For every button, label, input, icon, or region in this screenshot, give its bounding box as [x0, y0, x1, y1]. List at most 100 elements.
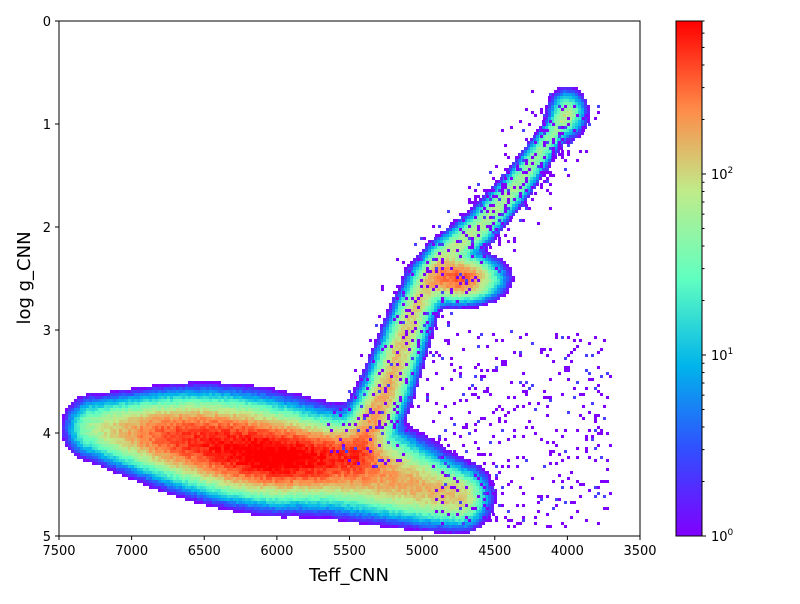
heatmap-cell: [425, 243, 428, 246]
heatmap-cell: [158, 417, 161, 420]
heatmap-cell: [383, 366, 386, 369]
heatmap-cell: [89, 432, 92, 435]
heatmap-cell: [422, 252, 425, 255]
heatmap-cell: [170, 441, 173, 444]
heatmap-cell: [422, 366, 425, 369]
heatmap-cell: [194, 450, 197, 453]
heatmap-cell: [173, 459, 176, 462]
heatmap-cell: [254, 438, 257, 441]
heatmap-cell: [416, 384, 419, 387]
heatmap-cell: [482, 291, 485, 294]
heatmap-cell: [251, 405, 254, 408]
heatmap-cell: [512, 204, 515, 207]
heatmap-cell: [320, 444, 323, 447]
heatmap-cell: [149, 423, 152, 426]
heatmap-cell: [551, 114, 554, 117]
heatmap-cell: [467, 303, 470, 306]
heatmap-cell: [146, 435, 149, 438]
heatmap-cell: [416, 432, 419, 435]
heatmap-cell: [272, 447, 275, 450]
heatmap-cell: [494, 300, 497, 303]
heatmap-cell: [86, 420, 89, 423]
heatmap-cell: [467, 270, 470, 273]
heatmap-cell: [458, 294, 461, 297]
heatmap-cell: [479, 264, 482, 267]
heatmap-cell: [488, 252, 491, 255]
heatmap-cell: [329, 420, 332, 423]
heatmap-cell: [335, 408, 338, 411]
heatmap-cell: [359, 444, 362, 447]
heatmap-cell: [389, 456, 392, 459]
heatmap-cell: [476, 258, 479, 261]
heatmap-cell: [242, 459, 245, 462]
heatmap-cell: [452, 222, 455, 225]
heatmap-cell: [383, 450, 386, 453]
heatmap-cell: [500, 225, 503, 228]
heatmap-cell: [221, 423, 224, 426]
heatmap-cell: [161, 432, 164, 435]
heatmap-cell: [200, 381, 203, 384]
heatmap-cell: [89, 423, 92, 426]
heatmap-cell: [314, 444, 317, 447]
heatmap-cell: [317, 432, 320, 435]
heatmap-cell: [266, 399, 269, 402]
heatmap-cell: [530, 183, 533, 186]
heatmap-cell: [503, 195, 506, 198]
heatmap-cell: [236, 441, 239, 444]
heatmap-cell: [416, 309, 419, 312]
heatmap-cell: [401, 285, 404, 288]
heatmap-cell: [269, 405, 272, 408]
heatmap-cell: [149, 450, 152, 453]
heatmap-cell: [290, 402, 293, 405]
heatmap-cell: [239, 402, 242, 405]
heatmap-cell: [191, 402, 194, 405]
heatmap-cell: [74, 402, 77, 405]
heatmap-cell: [242, 399, 245, 402]
heatmap-cell: [266, 426, 269, 429]
heatmap-cell: [161, 402, 164, 405]
heatmap-cell: [347, 420, 350, 423]
heatmap-cell: [293, 396, 296, 399]
heatmap-cell: [185, 411, 188, 414]
heatmap-cell: [407, 264, 410, 267]
heatmap-cell: [176, 402, 179, 405]
heatmap-cell: [302, 405, 305, 408]
heatmap-cell: [80, 426, 83, 429]
heatmap-cell: [485, 198, 488, 201]
heatmap-cell: [458, 276, 461, 279]
heatmap-cell: [236, 450, 239, 453]
heatmap-cell: [197, 456, 200, 459]
heatmap-cell: [233, 396, 236, 399]
heatmap-cell: [98, 399, 101, 402]
heatmap-cell: [92, 423, 95, 426]
heatmap-cell: [470, 273, 473, 276]
heatmap-cell: [425, 282, 428, 285]
heatmap-cell: [269, 420, 272, 423]
heatmap-cell: [419, 375, 422, 378]
heatmap-cell: [578, 120, 581, 123]
heatmap-cell: [569, 108, 572, 111]
heatmap-cell: [263, 453, 266, 456]
heatmap-cell: [239, 423, 242, 426]
heatmap-cell: [206, 414, 209, 417]
heatmap-cell: [419, 447, 422, 450]
heatmap-cell: [293, 429, 296, 432]
heatmap-cell: [245, 399, 248, 402]
heatmap-cell: [245, 426, 248, 429]
heatmap-cell: [287, 402, 290, 405]
heatmap-cell: [83, 447, 86, 450]
heatmap-cell: [419, 297, 422, 300]
heatmap-cell: [149, 456, 152, 459]
heatmap-cell: [173, 420, 176, 423]
heatmap-cell: [392, 387, 395, 390]
heatmap-cell: [266, 405, 269, 408]
heatmap-cell: [77, 414, 80, 417]
heatmap-cell: [404, 456, 407, 459]
heatmap-cell: [395, 303, 398, 306]
heatmap-cell: [179, 453, 182, 456]
heatmap-cell: [473, 207, 476, 210]
heatmap-cell: [179, 450, 182, 453]
heatmap-cell: [167, 408, 170, 411]
heatmap-cell: [239, 393, 242, 396]
heatmap-cell: [239, 387, 242, 390]
